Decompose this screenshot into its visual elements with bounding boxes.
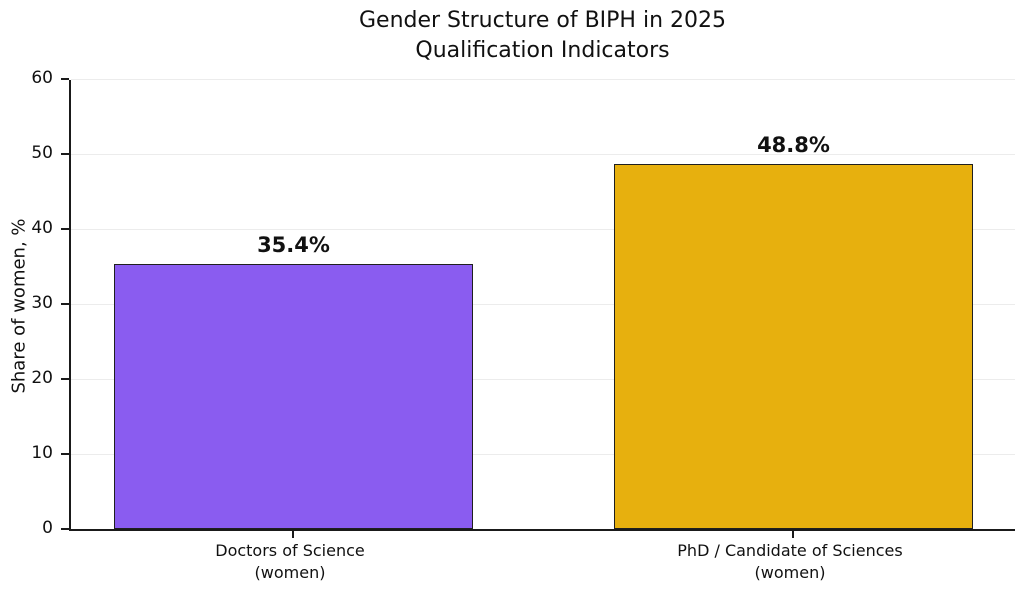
bar-value-label: 48.8% — [757, 132, 830, 157]
y-tick-mark-10 — [61, 453, 69, 455]
chart-title-block: Gender Structure of BIPH in 2025 Qualifi… — [70, 6, 1015, 66]
bar-phd-candidate — [614, 163, 973, 529]
x-category-label-doctors: Doctors of Science (women) — [80, 540, 500, 584]
chart-title: Gender Structure of BIPH in 2025 — [358, 8, 727, 33]
y-tick-mark-30 — [61, 303, 69, 305]
chart-subtitle: Qualification Indicators — [415, 38, 670, 63]
bar-group-doctors-of-science: 35.4% — [114, 80, 473, 529]
gridline-50 — [71, 154, 1015, 155]
y-tick-label-50: 50 — [31, 143, 53, 163]
y-tick-label-30: 30 — [31, 293, 53, 313]
x-category-label-line2: (women) — [254, 563, 326, 582]
y-tick-label-40: 40 — [31, 218, 53, 238]
plot-area: 0 10 20 30 40 50 60 35.4% 48.8% — [31, 70, 1015, 538]
y-tick-mark-50 — [61, 153, 69, 155]
y-tick-label-10: 10 — [31, 443, 53, 463]
x-category-label-line1: Doctors of Science — [215, 541, 365, 560]
gridline-20 — [71, 379, 1015, 380]
y-tick-label-0: 0 — [42, 518, 53, 538]
y-tick-mark-0 — [61, 528, 69, 530]
bar-group-phd-candidate: 48.8% — [614, 80, 973, 529]
gridline-10 — [71, 454, 1015, 455]
x-category-label-phd: PhD / Candidate of Sciences (women) — [580, 540, 1000, 584]
bar-doctors-of-science — [114, 264, 473, 529]
y-tick-mark-40 — [61, 228, 69, 230]
x-tick-mark-doctors — [292, 531, 294, 538]
bar-value-label: 35.4% — [257, 233, 330, 258]
gridline-30 — [71, 304, 1015, 305]
gridline-40 — [71, 229, 1015, 230]
y-tick-label-60: 60 — [31, 68, 53, 88]
y-tick-mark-60 — [61, 78, 69, 80]
x-category-label-line1: PhD / Candidate of Sciences — [677, 541, 903, 560]
x-tick-mark-phd — [792, 531, 794, 538]
y-tick-label-20: 20 — [31, 368, 53, 388]
x-category-label-line2: (women) — [754, 563, 826, 582]
y-tick-mark-20 — [61, 378, 69, 380]
gridline-60 — [71, 79, 1015, 80]
